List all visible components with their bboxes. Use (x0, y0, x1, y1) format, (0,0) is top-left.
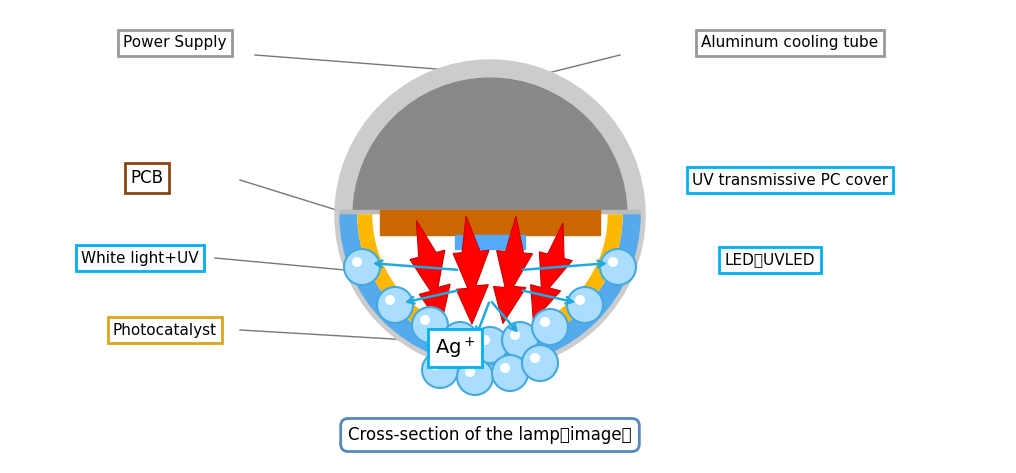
Circle shape (530, 353, 539, 363)
Polygon shape (453, 216, 489, 324)
Circle shape (492, 355, 528, 391)
Circle shape (420, 315, 430, 325)
Text: Cross-section of the lamp（image）: Cross-section of the lamp（image） (348, 426, 632, 444)
Wedge shape (356, 80, 625, 215)
Circle shape (600, 249, 636, 285)
Text: Ag$^+$: Ag$^+$ (435, 335, 475, 360)
Circle shape (502, 322, 538, 358)
Wedge shape (353, 78, 627, 215)
Wedge shape (358, 215, 622, 347)
Circle shape (385, 295, 395, 305)
Circle shape (575, 295, 585, 305)
Polygon shape (530, 223, 572, 321)
Text: PCB: PCB (130, 169, 164, 187)
Circle shape (377, 287, 412, 323)
Bar (455, 235, 525, 249)
Circle shape (442, 322, 478, 358)
Circle shape (500, 363, 510, 373)
Circle shape (480, 335, 490, 345)
Circle shape (353, 78, 627, 352)
Text: LED＋UVLED: LED＋UVLED (724, 253, 815, 268)
Circle shape (539, 317, 550, 327)
Wedge shape (373, 215, 607, 332)
Circle shape (430, 360, 440, 370)
Circle shape (472, 327, 508, 363)
Circle shape (422, 352, 458, 388)
Text: UV transmissive PC cover: UV transmissive PC cover (692, 173, 888, 187)
Circle shape (532, 309, 568, 345)
Text: White light+UV: White light+UV (81, 251, 199, 265)
Circle shape (465, 367, 475, 377)
Polygon shape (494, 216, 532, 324)
Text: Photocatalyst: Photocatalyst (113, 323, 217, 338)
Text: Aluminum cooling tube: Aluminum cooling tube (701, 35, 879, 51)
Wedge shape (358, 215, 622, 347)
Circle shape (510, 330, 520, 340)
Circle shape (457, 359, 493, 395)
Circle shape (522, 345, 558, 381)
Text: Power Supply: Power Supply (123, 35, 227, 51)
Circle shape (450, 330, 460, 340)
Circle shape (335, 60, 645, 370)
Bar (340, 210, 640, 220)
Wedge shape (340, 215, 640, 365)
Circle shape (608, 257, 618, 267)
Bar (380, 210, 600, 235)
Circle shape (412, 307, 448, 343)
Polygon shape (410, 220, 450, 326)
Circle shape (344, 249, 380, 285)
Circle shape (352, 257, 362, 267)
Circle shape (567, 287, 604, 323)
